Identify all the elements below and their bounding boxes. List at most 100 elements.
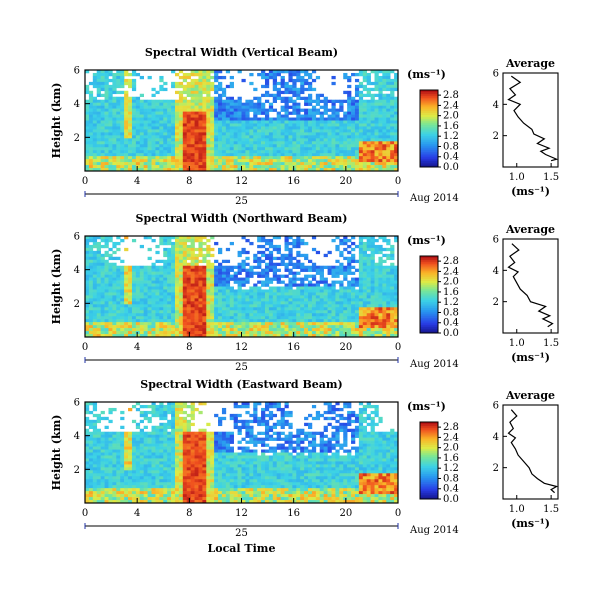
heatmap-cell [343, 153, 348, 157]
heatmap-cell [194, 159, 199, 163]
heatmap-cell [174, 322, 180, 326]
heatmap-cell [323, 298, 328, 302]
heatmap-cell [112, 443, 117, 447]
heatmap-cell [331, 286, 336, 290]
colorbar-segment [420, 313, 438, 316]
heatmap-cell [374, 150, 379, 154]
heatmap-cell [241, 283, 246, 287]
heatmap-cell [257, 99, 262, 103]
colorbar-segment [420, 300, 438, 303]
heatmap-cell [155, 153, 160, 157]
heatmap-cell [276, 301, 281, 305]
colorbar-segment [420, 277, 438, 280]
heatmap-cell [343, 328, 348, 332]
heatmap-cell [261, 283, 266, 287]
heatmap-cell [124, 81, 129, 86]
heatmap-cell [394, 108, 399, 112]
heatmap-cell [292, 162, 297, 166]
heatmap-cell [268, 301, 274, 305]
heatmap-cell [292, 108, 297, 112]
heatmap-cell [370, 165, 375, 169]
heatmap-cell [120, 84, 125, 89]
heatmap-cell [315, 120, 321, 124]
heatmap-cell [120, 437, 125, 441]
heatmap-cell [386, 319, 391, 323]
heatmap-cell [351, 138, 356, 142]
heatmap-cell [237, 298, 242, 302]
heatmap-cell [382, 105, 387, 109]
heatmap-cell [268, 322, 274, 326]
heatmap-cell [96, 331, 101, 335]
heatmap-cell [366, 117, 371, 121]
heatmap-cell [163, 283, 168, 287]
heatmap-cell [280, 90, 285, 95]
heatmap-cell [233, 114, 238, 118]
heatmap-cell [257, 72, 262, 77]
heatmap-cell [366, 316, 371, 320]
heatmap-cell [284, 265, 289, 269]
heatmap-cell [198, 298, 203, 302]
heatmap-cell [124, 147, 129, 151]
heatmap-cell [351, 271, 356, 275]
heatmap-cell [339, 292, 344, 296]
heatmap-cell [351, 126, 356, 130]
heatmap-cell [155, 295, 160, 299]
heatmap-cell [182, 90, 188, 95]
heatmap-cell [249, 129, 254, 133]
heatmap-cell [362, 111, 367, 115]
heatmap-cell [382, 81, 387, 86]
heatmap-cell [339, 265, 344, 269]
heatmap-cell [245, 129, 250, 133]
heatmap-cell [331, 334, 336, 338]
heatmap-cell [85, 123, 90, 127]
heatmap-cell [315, 156, 321, 160]
heatmap-cell [112, 431, 117, 435]
heatmap-cell [198, 168, 203, 172]
heatmap-cell [323, 153, 328, 157]
heatmap-cell [374, 265, 379, 269]
heatmap-cell [96, 108, 101, 112]
heatmap-cell [366, 295, 371, 299]
heatmap-cell [280, 313, 285, 317]
heatmap-cell [382, 253, 387, 258]
heatmap-cell [221, 310, 227, 314]
heatmap-cell [347, 268, 352, 272]
heatmap-cell [88, 298, 94, 302]
heatmap-cell [124, 144, 129, 148]
heatmap-cell [85, 473, 90, 477]
heatmap-cell [237, 102, 242, 106]
heatmap-cell [88, 497, 94, 501]
heatmap-cell [354, 126, 360, 130]
heatmap-cell [104, 129, 109, 133]
heatmap-cell [366, 325, 371, 329]
heatmap-cell [311, 328, 317, 332]
heatmap-cell [268, 72, 274, 77]
heatmap-cell [143, 159, 148, 163]
heatmap-cell [304, 102, 309, 106]
heatmap-cell [390, 271, 395, 275]
heatmap-cell [241, 126, 246, 130]
heatmap-cell [292, 256, 297, 261]
colorbar-segment [420, 157, 438, 160]
heatmap-cell [390, 244, 395, 249]
heatmap-cell [206, 129, 211, 133]
colorbar-segment [420, 107, 438, 110]
heatmap-cell [116, 236, 121, 240]
heatmap-cell [218, 247, 223, 252]
heatmap-cell [186, 102, 191, 106]
heatmap-cell [374, 244, 379, 249]
heatmap-cell [202, 307, 207, 311]
heatmap-cell [268, 138, 274, 142]
heatmap-cell [304, 129, 309, 133]
heatmap-cell [280, 319, 285, 323]
heatmap-cell [96, 443, 101, 447]
heatmap-cell [280, 325, 285, 329]
heatmap-cell [124, 325, 129, 329]
heatmap-cell [139, 307, 144, 311]
heatmap-cell [178, 250, 184, 255]
heatmap-cell [155, 298, 160, 302]
heatmap-cell [374, 268, 379, 272]
heatmap-cell [264, 135, 270, 139]
heatmap-cell [190, 141, 195, 145]
heatmap-cell [343, 147, 348, 151]
